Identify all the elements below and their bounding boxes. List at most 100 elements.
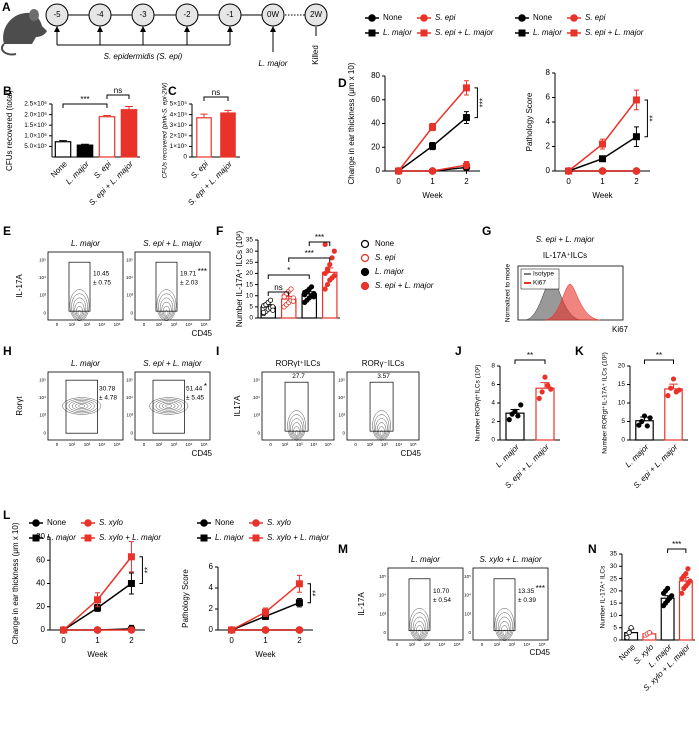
data-point (429, 123, 436, 131)
flow-x-tick: 10⁴ (524, 642, 531, 647)
legend-marker (360, 239, 370, 249)
legend-marker (368, 29, 376, 37)
flow-x-tick: 10² (156, 442, 163, 447)
y-tick-label: 5×10⁵ (170, 101, 188, 108)
flow-x-tick: 10² (367, 442, 374, 447)
y-tick-label: 30 (246, 248, 254, 255)
contour (162, 402, 176, 410)
flow-y-tick: 0 (468, 630, 471, 635)
significance-bracket (267, 274, 310, 279)
flow-y-label: IL-17A (357, 592, 366, 616)
significance-bracket (203, 96, 229, 101)
gate-value: 13.35 (518, 588, 535, 595)
contour (75, 402, 89, 410)
histogram-title: S. epi + L. major (536, 235, 595, 244)
significance-bracket (62, 103, 108, 108)
flow-y-tick: 10⁴ (379, 593, 386, 598)
x-tick-label: 2 (634, 177, 639, 186)
legend-marker (360, 267, 370, 277)
flow-x-tick: 0 (143, 322, 146, 327)
y-axis-label: Number RORγt⁺ILCs (10²) (475, 365, 482, 442)
panel-label: M (338, 542, 348, 556)
x-tick-label: 2 (297, 636, 302, 645)
data-point (644, 423, 650, 429)
y-tick-label: 8 (546, 68, 551, 77)
legend-marker (32, 534, 40, 542)
contour (71, 401, 92, 411)
data-point (687, 578, 693, 584)
timeline-day: -1 (226, 10, 234, 19)
x-tick-label: 0 (396, 177, 401, 186)
flow-x-tick: 10³ (509, 642, 516, 647)
gate-value: ± 5.45 (186, 395, 204, 402)
flow-frame (134, 371, 211, 441)
gate-value: ± 4.78 (99, 395, 117, 402)
end-label: Killed (311, 45, 320, 65)
data-point (545, 382, 551, 389)
y-axis-label: Change in ear thickness (μm x 10) (11, 522, 20, 644)
legend-label: S. epi + L. major (375, 281, 434, 290)
contour (72, 297, 87, 319)
data-point (395, 167, 403, 175)
contour (294, 430, 299, 436)
x-tick-label: 2 (464, 177, 469, 186)
flow-y-tick: 0 (43, 310, 46, 315)
flow-x-tick: 10⁴ (186, 322, 193, 327)
significance-bracket (106, 94, 130, 99)
significance-label: ns (212, 88, 220, 97)
flow-x-tick: 10⁵ (114, 442, 121, 447)
panel-label: E (3, 224, 11, 238)
panel-label: H (3, 344, 12, 358)
data-point (295, 580, 303, 588)
y-tick-label: 4 (209, 583, 214, 592)
y-tick-label: 5.0×10⁵ (24, 143, 47, 150)
data-point (512, 408, 518, 414)
timeline-day: -5 (53, 10, 61, 19)
y-tick-label: 1.5×10⁶ (24, 122, 47, 129)
contour (412, 616, 427, 639)
panel-label: L (3, 508, 10, 522)
y-axis-label: CFUs recovered (pink-S. epi-2W) (162, 82, 169, 178)
data-point (683, 571, 689, 577)
significance-bracket (307, 583, 311, 604)
data-point (290, 298, 296, 304)
data-point (462, 114, 470, 122)
y-tick-label: 0 (249, 315, 253, 322)
contour (291, 422, 302, 438)
legend-label: S. epi (375, 253, 396, 262)
gate-value: 10.45 (93, 270, 110, 277)
contour (375, 418, 388, 439)
x-tick-label: 0 (61, 636, 66, 645)
flow-x-tick: 10⁴ (310, 442, 317, 447)
significance-label: ns (114, 86, 122, 95)
data-point (281, 294, 287, 300)
flow-y-label: Rorγt (15, 396, 24, 416)
y-tick-label: 2.5×10⁶ (24, 101, 47, 108)
contour (158, 401, 179, 411)
flow-x-label: CD45 (401, 449, 422, 458)
significance-label: ** (527, 351, 533, 360)
contour (74, 301, 85, 318)
flow-x-tick: 10⁵ (539, 642, 546, 647)
y-tick-label: 0 (41, 625, 46, 634)
panel-label: G (482, 224, 491, 238)
flow-title: S. xylo + L. major (479, 555, 541, 564)
y-tick-label: 80 (371, 71, 380, 80)
panel-label: B (3, 84, 12, 98)
data-point (599, 155, 606, 163)
flow-x-tick: 10² (69, 322, 76, 327)
contour (71, 293, 88, 321)
error-bar (224, 109, 232, 114)
contour (373, 414, 390, 440)
significance-label: ** (649, 115, 658, 121)
panel-label: C (168, 84, 177, 98)
legend-label: None (375, 239, 395, 248)
flow-title: RORγt⁺ILCs (276, 359, 321, 368)
data-point (127, 626, 136, 634)
legend-marker (360, 281, 370, 291)
y-tick-label: 4×10⁵ (170, 111, 188, 118)
panel-label: F (216, 224, 223, 238)
contour (69, 289, 90, 322)
contour (288, 414, 305, 440)
significance-bracket (667, 548, 687, 553)
